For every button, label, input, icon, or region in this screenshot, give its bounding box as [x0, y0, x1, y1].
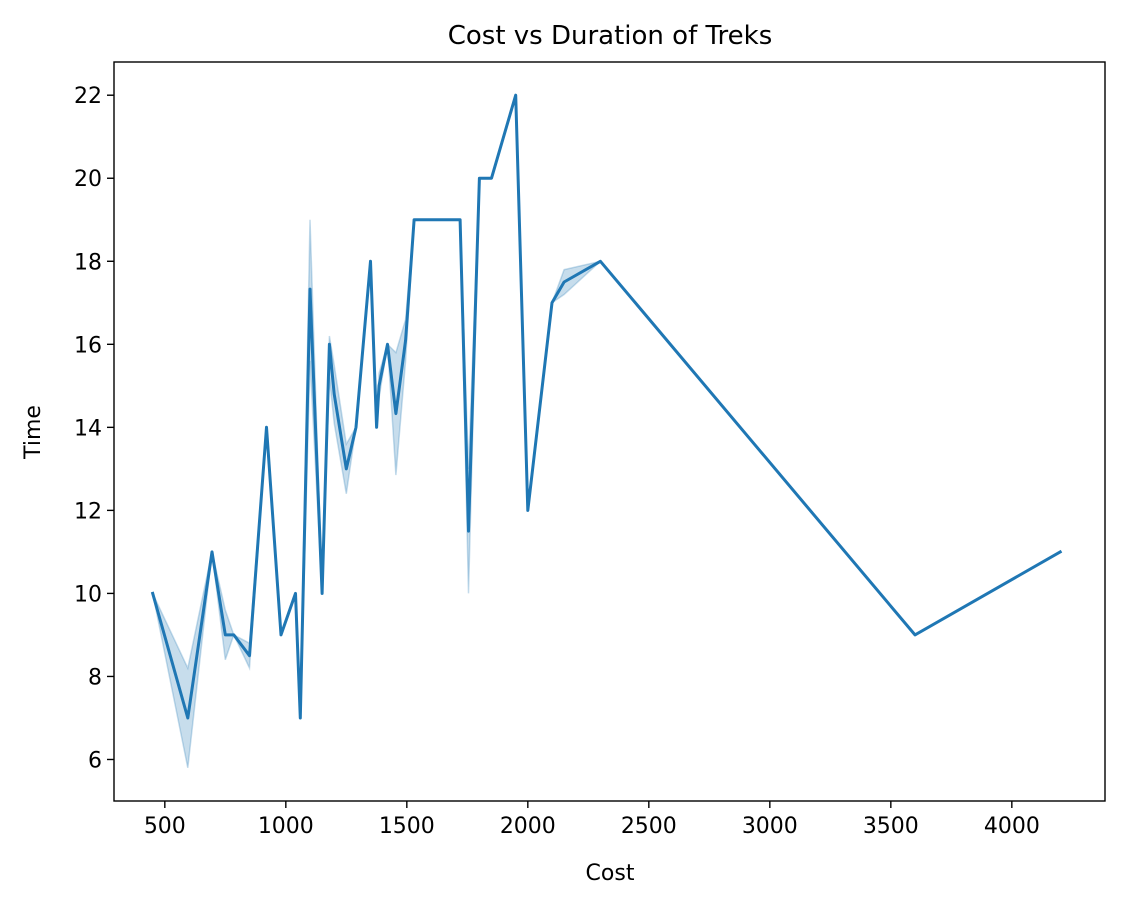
- x-tick-label: 500: [144, 814, 186, 839]
- chart-title: Cost vs Duration of Treks: [448, 21, 773, 51]
- y-tick-label: 18: [74, 250, 102, 275]
- x-axis: 500 1000 1500 2000 2500 3000 3500 4000: [144, 801, 1040, 839]
- y-tick-label: 8: [88, 665, 102, 690]
- x-tick-label: 3000: [742, 814, 798, 839]
- y-axis-label: Time: [21, 405, 46, 460]
- y-tick-label: 6: [88, 748, 102, 773]
- series-line-0: [150, 93, 1063, 720]
- y-tick-label: 16: [74, 333, 102, 358]
- x-tick-label: 1500: [379, 814, 435, 839]
- y-tick-label: 20: [74, 167, 102, 192]
- x-tick-label: 3500: [863, 814, 919, 839]
- y-tick-label: 10: [74, 582, 102, 607]
- y-tick-label: 12: [74, 499, 102, 524]
- x-tick-label: 2000: [500, 814, 556, 839]
- x-tick-label: 1000: [258, 814, 314, 839]
- x-tick-label: 4000: [984, 814, 1040, 839]
- x-axis-label: Cost: [586, 861, 635, 886]
- y-tick-label: 14: [74, 416, 102, 441]
- plot-area: [150, 93, 1063, 768]
- y-tick-label: 22: [74, 84, 102, 109]
- y-axis: 6 8 10 12 14 16 18 20 22: [74, 84, 114, 773]
- x-tick-label: 2500: [621, 814, 677, 839]
- plot-frame: [113, 61, 1106, 802]
